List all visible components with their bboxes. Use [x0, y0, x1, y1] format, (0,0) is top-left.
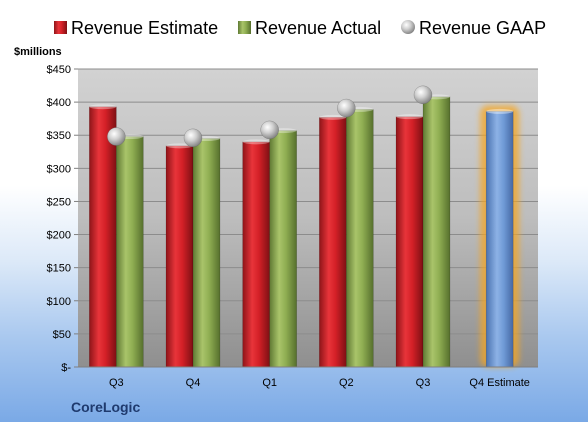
forecast-layer: [480, 105, 520, 368]
gaap-markers: [107, 85, 433, 148]
gridlines: [78, 68, 538, 368]
marker-revenue-gaap[interactable]: [337, 98, 356, 118]
y-tick-label: $150: [47, 263, 71, 275]
x-axis-ticks: Q3 Q4 Q1 Q2 Q3 Q4 Estimate: [109, 377, 530, 389]
bar-top-highlight: [486, 108, 514, 114]
y-tick-label: $350: [47, 130, 71, 142]
bar-top-highlight: [89, 104, 117, 110]
x-tick-label: Q3: [109, 377, 124, 389]
legend-swatch-revenue-actual: [238, 21, 251, 34]
legend-label-revenue-gaap: Revenue GAAP: [419, 18, 546, 38]
y-axis-ticks: $- $50 $100 $150 $200 $250 $300 $350 $400 $450: [47, 64, 78, 374]
legend-item-revenue-gaap[interactable]: Revenue GAAP: [401, 18, 546, 38]
bar-top-highlight: [166, 143, 193, 149]
bar-top-highlight: [242, 139, 270, 145]
bar-revenue-actual[interactable]: [192, 138, 221, 368]
bar-forecast-estimate[interactable]: [485, 111, 514, 368]
x-tick-label: Q4 Estimate: [469, 377, 530, 389]
x-tick-label: Q1: [262, 377, 277, 389]
legend-label-revenue-actual: Revenue Actual: [255, 18, 381, 38]
y-tick-label: $300: [47, 163, 71, 175]
bar-revenue-actual[interactable]: [269, 130, 297, 368]
bar-revenue-estimate[interactable]: [319, 117, 347, 368]
x-tick-label: Q3: [416, 377, 431, 389]
y-tick-label: $100: [47, 296, 71, 308]
y-tick-label: $400: [47, 97, 71, 109]
bar-revenue-actual[interactable]: [116, 136, 144, 368]
legend-item-revenue-actual[interactable]: Revenue Actual: [238, 18, 381, 38]
marker-revenue-gaap[interactable]: [260, 120, 279, 140]
y-tick-label: $450: [47, 64, 71, 76]
y-tick-label: $200: [47, 230, 71, 242]
bar-revenue-actual[interactable]: [422, 96, 451, 368]
bars: [89, 94, 451, 368]
bar-revenue-estimate[interactable]: [165, 145, 194, 368]
chart-legend: Revenue Estimate Revenue Actual Revenue …: [54, 18, 546, 38]
bar-top-highlight: [319, 114, 347, 120]
legend-marker-revenue-gaap: [401, 20, 415, 34]
bar-revenue-estimate[interactable]: [89, 106, 117, 368]
x-tick-label: Q4: [186, 377, 201, 389]
bar-revenue-estimate[interactable]: [395, 116, 424, 368]
legend-item-revenue-estimate[interactable]: Revenue Estimate: [54, 18, 218, 38]
bar-top-highlight: [396, 114, 423, 120]
plot-area: [78, 69, 538, 367]
legend-label-revenue-estimate: Revenue Estimate: [71, 18, 218, 38]
marker-revenue-gaap[interactable]: [107, 127, 126, 146]
y-axis-label: $millions: [14, 46, 62, 58]
y-tick-label: $-: [61, 362, 71, 374]
y-tick-label: $50: [53, 329, 71, 341]
bar-revenue-estimate[interactable]: [242, 141, 270, 368]
x-tick-label: Q2: [339, 377, 354, 389]
bar-revenue-actual[interactable]: [346, 109, 374, 368]
company-name: CoreLogic: [71, 399, 140, 415]
marker-revenue-gaap[interactable]: [183, 128, 203, 148]
legend-swatch-revenue-estimate: [54, 21, 67, 34]
y-tick-label: $250: [47, 196, 71, 208]
marker-revenue-gaap[interactable]: [413, 85, 433, 105]
